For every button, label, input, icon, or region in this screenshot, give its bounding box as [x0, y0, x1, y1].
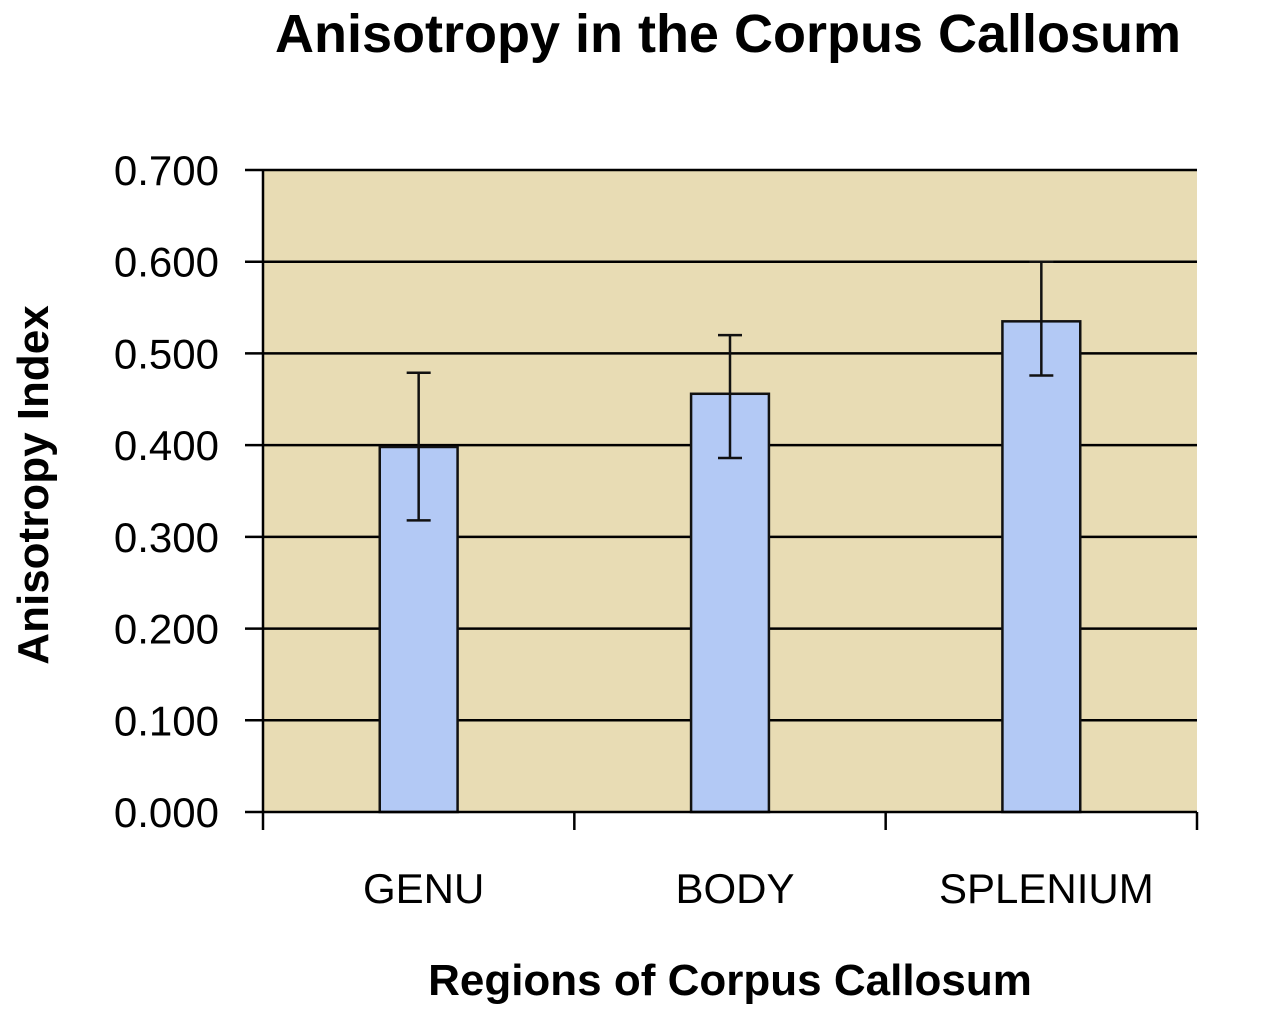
y-tick-label: 0.200 [114, 606, 219, 653]
y-tick-label: 0.300 [114, 514, 219, 561]
bars [378, 320, 1082, 814]
y-tick-label: 0.700 [114, 147, 219, 194]
x-axis [261, 170, 1199, 830]
y-tick-label: 0.400 [114, 422, 219, 469]
x-tick-label: GENU [363, 865, 484, 912]
y-axis-title: Anisotropy Index [9, 305, 58, 665]
chart-title: Anisotropy in the Corpus Callosum [275, 4, 1181, 64]
bar [1001, 320, 1082, 814]
error-bars [406, 260, 1054, 522]
x-tick-label: SPLENIUM [939, 865, 1154, 912]
y-tick-label: 0.500 [114, 330, 219, 377]
y-axis-ticks: 0.000 0.100 0.200 0.300 0.400 0.500 0.600 0.700 [114, 147, 263, 836]
y-tick-label: 0.600 [114, 239, 219, 286]
x-axis-title: Regions of Corpus Callosum [428, 956, 1032, 1005]
x-tick-label: BODY [675, 865, 794, 912]
y-tick-label: 0.100 [114, 697, 219, 744]
x-axis-labels: GENU BODY SPLENIUM [363, 865, 1154, 912]
y-tick-label: 0.000 [114, 789, 219, 836]
